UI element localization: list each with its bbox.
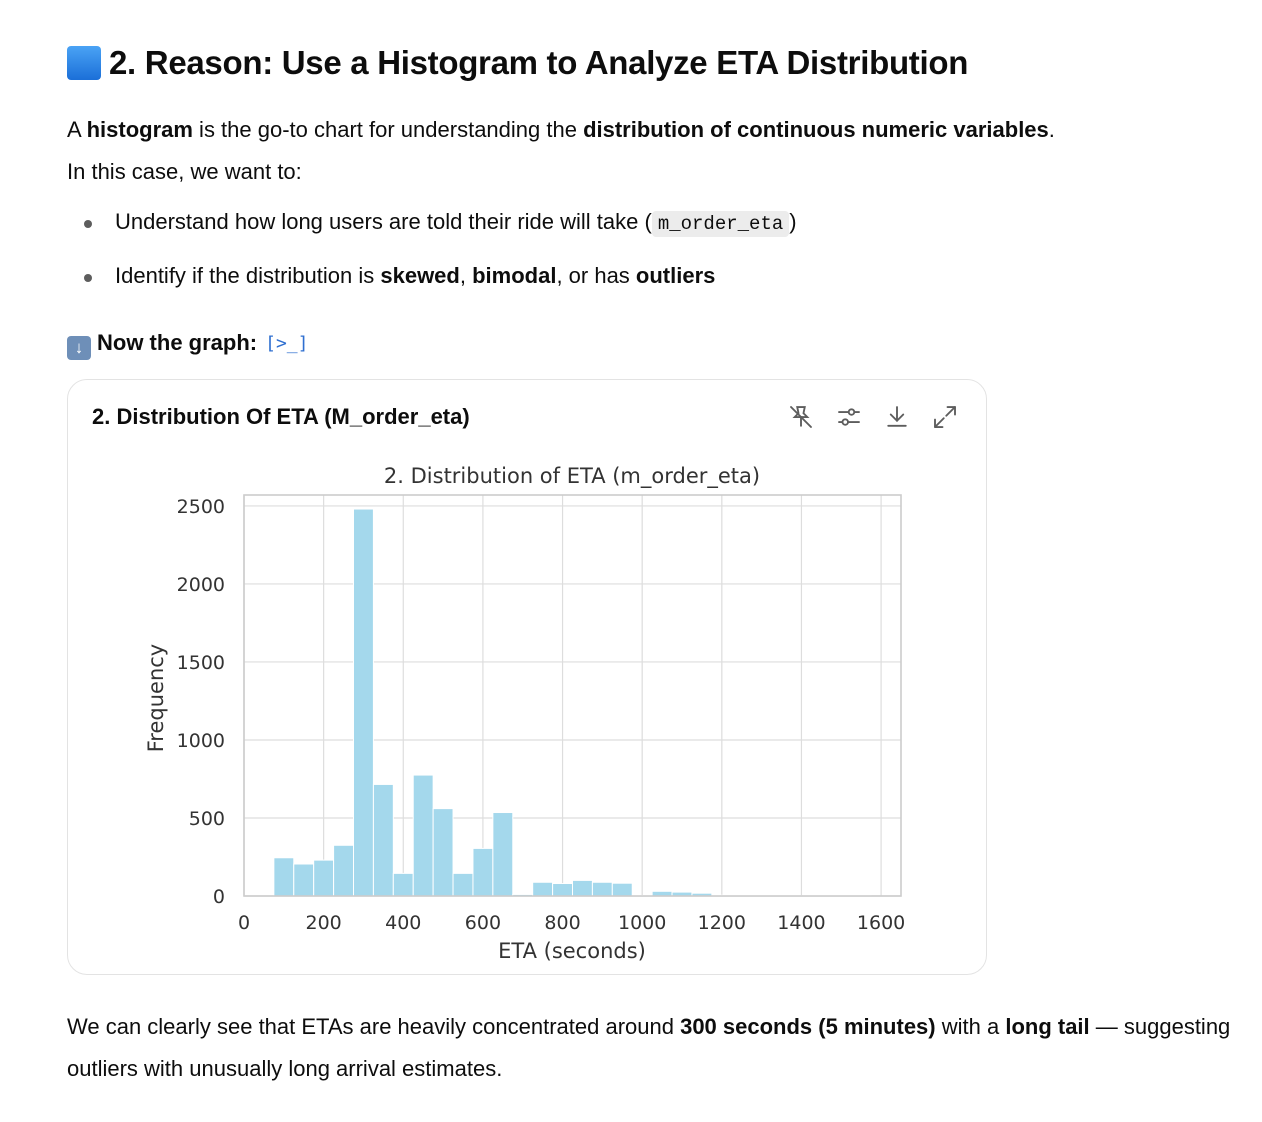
expand-icon[interactable] bbox=[930, 402, 960, 432]
bars bbox=[273, 508, 872, 897]
histogram-bar bbox=[472, 847, 494, 897]
section-heading: 2. Reason: Use a Histogram to Analyze ET… bbox=[67, 44, 968, 82]
download-icon[interactable] bbox=[882, 402, 912, 432]
histogram-bar bbox=[372, 783, 394, 897]
histogram-bar bbox=[273, 857, 295, 897]
y-tick-label: 2500 bbox=[177, 496, 225, 518]
histogram-bar bbox=[412, 774, 434, 897]
x-tick-label: 600 bbox=[465, 912, 501, 934]
y-tick-label: 2000 bbox=[177, 574, 225, 596]
plot-frame bbox=[243, 494, 902, 897]
code-icon[interactable]: [>_] bbox=[265, 333, 309, 354]
conclusion-paragraph: We can clearly see that ETAs are heavily… bbox=[67, 1014, 1231, 1081]
x-tick-label: 200 bbox=[306, 912, 342, 934]
intro-paragraph: A histogram is the go-to chart for under… bbox=[67, 117, 1055, 142]
goal-list: Understand how long users are told their… bbox=[67, 206, 797, 314]
y-tick-label: 1500 bbox=[177, 652, 225, 674]
y-tick-label: 1000 bbox=[177, 730, 225, 752]
histogram-bar bbox=[572, 879, 593, 897]
x-tick-label: 1600 bbox=[857, 912, 905, 934]
x-tick-label: 1000 bbox=[618, 912, 666, 934]
pin-off-icon[interactable] bbox=[786, 402, 816, 432]
histogram-bar bbox=[353, 508, 374, 897]
x-tick-label: 800 bbox=[544, 912, 580, 934]
y-tick-label: 0 bbox=[213, 886, 225, 908]
histogram-chart: 0 200 400 600 800 1000 1200 1400 1600 0 500 1000 150… bbox=[144, 464, 906, 963]
histogram-bar bbox=[313, 859, 335, 897]
histogram-bar bbox=[452, 872, 474, 897]
x-tick-label: 400 bbox=[385, 912, 421, 934]
histogram-bar bbox=[492, 812, 514, 897]
histogram-bar bbox=[552, 883, 574, 897]
histogram-bar bbox=[611, 882, 633, 897]
x-tick-label: 0 bbox=[238, 912, 250, 934]
chart-title: 2. Distribution of ETA (m_order_eta) bbox=[384, 464, 760, 489]
grid bbox=[243, 495, 901, 897]
histogram-bar bbox=[432, 808, 454, 897]
histogram-bar bbox=[392, 872, 414, 897]
sliders-icon[interactable] bbox=[834, 402, 864, 432]
histogram-bar bbox=[591, 881, 613, 897]
y-tick-label: 500 bbox=[189, 808, 225, 830]
list-item: Understand how long users are told their… bbox=[67, 206, 797, 260]
tick-labels: 0 200 400 600 800 1000 1200 1400 1600 0 500 1000 150… bbox=[177, 496, 906, 934]
intro-line-2: In this case, we want to: bbox=[67, 159, 302, 184]
y-axis-label: Frequency bbox=[144, 644, 168, 753]
chart-card: 2. Distribution Of ETA (M_order_eta) 0 20… bbox=[67, 379, 987, 975]
x-tick-label: 1400 bbox=[777, 912, 825, 934]
histogram-bar bbox=[532, 881, 554, 897]
x-axis-label: ETA (seconds) bbox=[498, 939, 646, 963]
histogram-bar bbox=[293, 863, 315, 897]
x-tick-label: 1200 bbox=[698, 912, 746, 934]
blue-square-icon bbox=[67, 46, 101, 80]
chart-toolbar bbox=[786, 402, 960, 432]
graph-intro: ↓ Now the graph: [>_] bbox=[67, 330, 308, 360]
inline-code: m_order_eta bbox=[651, 211, 790, 237]
down-arrow-icon: ↓ bbox=[67, 336, 91, 360]
histogram-bar bbox=[333, 844, 355, 897]
list-item: Identify if the distribution is skewed, … bbox=[67, 260, 797, 314]
card-title: 2. Distribution Of ETA (M_order_eta) bbox=[92, 404, 470, 429]
